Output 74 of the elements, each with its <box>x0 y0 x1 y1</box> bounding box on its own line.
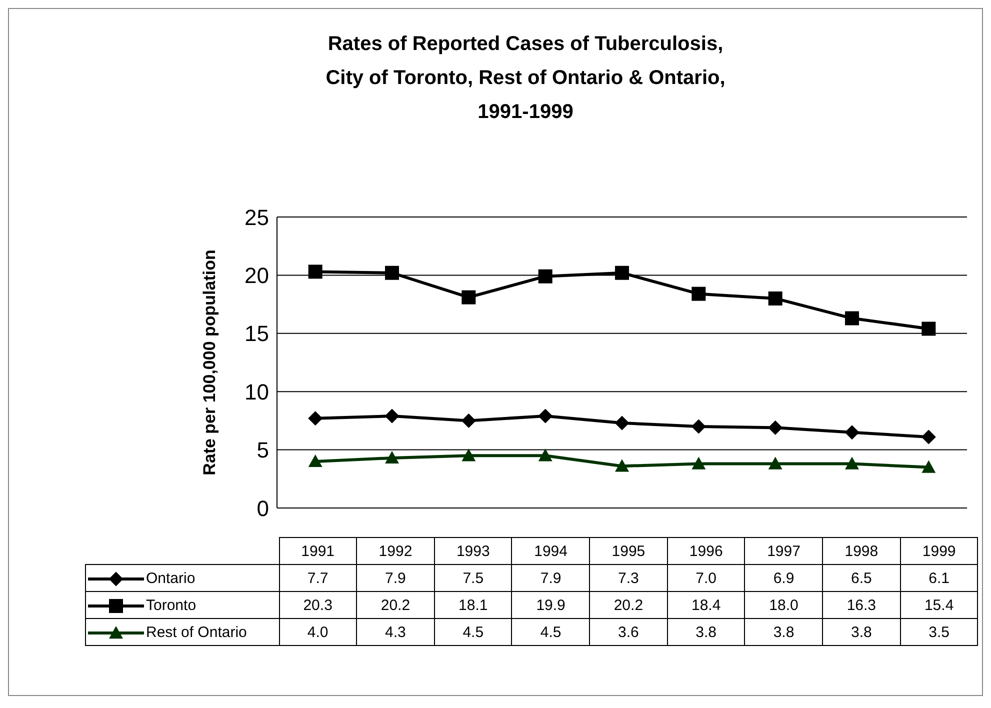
data-label: 20.3 <box>279 592 357 618</box>
point <box>615 459 629 472</box>
data-label: 19.9 <box>512 592 590 618</box>
data-label: 3.5 <box>900 618 978 646</box>
legend-label: Rest of Ontario <box>86 618 279 646</box>
point <box>461 413 476 428</box>
x-tick-label: 1991 <box>279 538 357 564</box>
data-label: 4.0 <box>279 618 357 646</box>
y-tick-label: 25 <box>244 204 269 230</box>
y-axis-title: Rate per 100,000 population <box>200 250 220 476</box>
point <box>692 456 706 470</box>
y-tick-label: 10 <box>244 379 269 404</box>
data-label: 7.5 <box>434 564 512 592</box>
point <box>844 425 860 440</box>
point <box>462 448 476 462</box>
data-label: 7.9 <box>512 564 590 592</box>
x-tick-label: 1997 <box>744 538 823 564</box>
y-tick-label: 0 <box>256 496 269 521</box>
x-tick-label: 1996 <box>667 538 745 564</box>
point <box>768 420 783 435</box>
data-label: 4.5 <box>512 618 590 646</box>
x-tick-label: 1992 <box>356 538 434 564</box>
point <box>921 430 936 444</box>
data-label: 16.3 <box>822 592 900 618</box>
point <box>384 408 400 424</box>
data-label: 3.8 <box>667 618 745 646</box>
data-label: 6.9 <box>744 564 823 592</box>
x-tick-label: 1995 <box>590 538 668 564</box>
data-label: 4.5 <box>434 618 512 646</box>
data-label: 3.6 <box>590 618 668 646</box>
point <box>768 291 782 306</box>
x-tick-label: 1998 <box>822 538 900 564</box>
point <box>845 311 859 326</box>
point <box>308 264 322 279</box>
data-label: 18.4 <box>667 592 745 618</box>
data-label: 7.9 <box>356 564 434 592</box>
point <box>615 266 629 280</box>
point <box>385 450 399 464</box>
data-label: 18.1 <box>434 592 512 618</box>
x-tick-label: 1994 <box>512 538 590 564</box>
point <box>308 454 322 468</box>
point <box>845 456 859 470</box>
data-label: 7.3 <box>590 564 668 592</box>
point <box>614 416 630 430</box>
point <box>922 460 936 473</box>
point <box>691 419 706 434</box>
point <box>768 456 782 470</box>
data-label: 20.2 <box>590 592 668 618</box>
y-tick-label: 5 <box>256 438 269 463</box>
y-tick-label: 20 <box>244 263 269 288</box>
legend-label: Ontario <box>86 564 279 592</box>
data-label: 3.8 <box>744 618 823 646</box>
point <box>385 266 399 280</box>
data-label: 18.0 <box>744 592 823 618</box>
point <box>538 448 552 462</box>
data-label: 3.8 <box>822 618 900 646</box>
x-tick-label: 1999 <box>900 538 978 564</box>
point <box>692 286 706 301</box>
data-label: 7.7 <box>279 564 357 592</box>
point <box>462 290 476 304</box>
data-label: 6.1 <box>900 564 978 592</box>
point <box>538 408 553 424</box>
point <box>922 322 936 336</box>
data-label: 7.0 <box>667 564 745 592</box>
data-label: 4.3 <box>356 618 434 646</box>
point <box>308 411 323 426</box>
data-label: 15.4 <box>900 592 978 618</box>
point <box>538 269 552 284</box>
legend-label: Toronto <box>86 592 279 618</box>
chart-title: Rates of Reported Cases of Tuberculosis, City of Toronto, Rest of Ontario & Ontario, 1991-1999 <box>324 32 726 125</box>
x-tick-label: 1993 <box>434 538 512 564</box>
y-tick-label: 15 <box>244 321 269 346</box>
data-label: 20.2 <box>356 592 434 618</box>
data-label: 6.5 <box>822 564 900 592</box>
